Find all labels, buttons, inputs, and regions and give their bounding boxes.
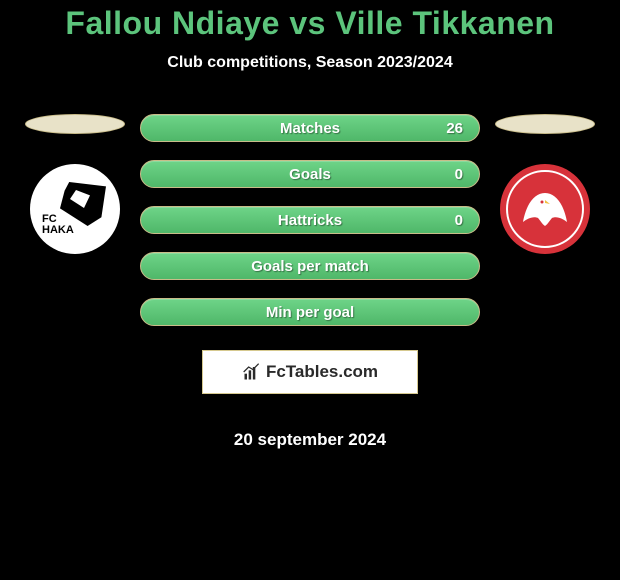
page-title: Fallou Ndiaye vs Ville Tikkanen xyxy=(65,5,554,42)
eagle-icon xyxy=(520,188,570,228)
stat-value: 26 xyxy=(446,120,463,137)
stat-row-goals: Goals 0 xyxy=(140,160,480,188)
infographic-container: Fallou Ndiaye vs Ville Tikkanen Club com… xyxy=(0,0,620,450)
stat-row-matches: Matches 26 xyxy=(140,114,480,142)
left-column: FC HAKA xyxy=(15,114,135,254)
stat-label: Matches xyxy=(280,120,340,137)
stat-row-mpg: Min per goal xyxy=(140,298,480,326)
stat-label: Min per goal xyxy=(266,304,354,321)
brand-text: FcTables.com xyxy=(266,362,378,382)
stat-label: Goals xyxy=(289,166,331,183)
haka-name: HAKA xyxy=(42,224,74,236)
stat-label: Goals per match xyxy=(251,258,369,275)
subtitle: Club competitions, Season 2023/2024 xyxy=(167,54,452,72)
stat-row-gpm: Goals per match xyxy=(140,252,480,280)
right-column xyxy=(485,114,605,254)
stats-column: Matches 26 Goals 0 Hattricks 0 Goals per… xyxy=(135,114,485,450)
haka-text: FC HAKA xyxy=(42,214,74,236)
stat-label: Hattricks xyxy=(278,212,342,229)
brand-box: FcTables.com xyxy=(202,350,418,394)
stat-value: 0 xyxy=(455,212,463,229)
club-badge-left: FC HAKA xyxy=(30,164,120,254)
player-pill-left xyxy=(25,114,125,134)
stat-value: 0 xyxy=(455,166,463,183)
club-badge-right xyxy=(500,164,590,254)
bar-chart-icon xyxy=(242,362,262,382)
date-text: 20 september 2024 xyxy=(234,430,386,450)
main-row: FC HAKA Matches 26 Goals 0 Hattricks 0 G… xyxy=(0,114,620,450)
player-pill-right xyxy=(495,114,595,134)
stat-row-hattricks: Hattricks 0 xyxy=(140,206,480,234)
